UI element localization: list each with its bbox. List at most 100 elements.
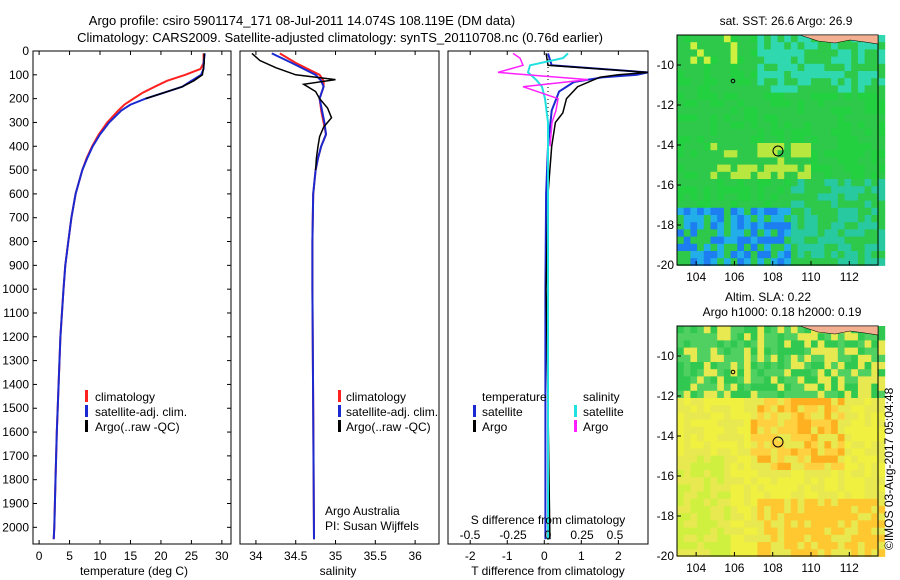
map-cell <box>837 92 845 101</box>
map-cell <box>750 426 758 435</box>
map-cell <box>797 542 805 550</box>
map-cell <box>764 99 772 108</box>
map-cell <box>837 333 845 341</box>
map-cell <box>831 42 839 50</box>
map-cell <box>797 78 805 86</box>
map-cell <box>844 398 852 406</box>
map-cell <box>750 186 758 194</box>
map-cell <box>757 236 765 245</box>
map-cell <box>857 520 866 529</box>
sla-map-frame <box>676 325 879 557</box>
map-cell <box>804 78 812 86</box>
map-cell <box>730 448 738 457</box>
map-cell <box>824 121 832 130</box>
map-cell <box>811 71 819 79</box>
map-cell <box>703 477 711 485</box>
map-cell <box>710 143 718 151</box>
map-cell <box>784 186 792 194</box>
map-cell <box>790 491 799 500</box>
map-cell <box>797 200 805 209</box>
map-cell <box>864 128 872 137</box>
map-cell <box>723 455 732 464</box>
map-cell <box>744 135 752 144</box>
map-cell <box>677 347 685 356</box>
map-cell <box>871 193 879 202</box>
map-cell <box>764 340 772 349</box>
difference-xlabel-salinity: S difference from climatology <box>471 513 626 527</box>
map-x-tick-label: 106 <box>724 270 744 284</box>
map-cell <box>757 383 765 392</box>
map-cell <box>723 207 732 216</box>
map-cell <box>804 405 812 413</box>
map-cell <box>851 92 859 101</box>
map-cell <box>790 56 799 65</box>
map-cell <box>697 215 705 223</box>
map-cell <box>750 412 758 421</box>
map-cell <box>790 326 799 334</box>
map-cell <box>703 78 711 86</box>
map-cell <box>770 200 778 209</box>
map-cell <box>764 484 772 493</box>
map-cell <box>817 78 825 86</box>
map-cell <box>784 128 792 137</box>
map-cell <box>683 135 691 144</box>
map-cell <box>851 135 859 144</box>
map-cell <box>878 63 886 72</box>
map-cell <box>717 229 725 238</box>
map-cell <box>757 128 765 137</box>
map-cell <box>710 412 718 421</box>
map-cell <box>817 121 825 130</box>
map-cell <box>710 186 718 194</box>
map-cell <box>784 434 792 442</box>
map-cell <box>871 229 879 238</box>
map-cell <box>797 441 805 449</box>
map-cell <box>777 56 785 65</box>
map-cell <box>857 513 866 521</box>
map-cell <box>864 114 872 122</box>
map-cell <box>757 157 765 166</box>
map-cell <box>750 63 758 72</box>
difference-series <box>497 52 649 540</box>
map-cell <box>730 398 738 406</box>
map-cell <box>837 376 845 385</box>
map-cell <box>764 42 772 50</box>
map-cell <box>764 243 772 252</box>
map-cell <box>878 354 886 363</box>
map-cell <box>703 340 711 349</box>
map-cell <box>864 498 872 507</box>
map-cell <box>824 398 832 406</box>
map-cell <box>864 49 872 58</box>
map-cell <box>817 215 825 223</box>
map-cell <box>690 398 698 406</box>
map-cell <box>844 78 852 86</box>
map-cell <box>710 63 718 72</box>
map-cell <box>824 362 832 370</box>
map-cell <box>811 542 819 550</box>
map-cell <box>817 419 825 428</box>
map-cell <box>677 193 685 202</box>
map-cell <box>864 441 872 449</box>
map-cell <box>710 527 718 536</box>
map-cell <box>770 99 778 108</box>
map-cell <box>790 412 799 421</box>
map-cell <box>797 222 805 230</box>
map-cell <box>717 150 725 158</box>
map-cell <box>683 462 691 471</box>
map-cell <box>878 549 886 557</box>
map-cell <box>697 56 705 65</box>
map-cell <box>697 383 705 392</box>
map-cell <box>878 128 886 137</box>
map-cell <box>837 542 845 550</box>
map-cell <box>831 99 839 108</box>
map-cell <box>824 128 832 137</box>
map-cell <box>804 549 812 557</box>
map-cell <box>857 491 866 500</box>
map-cell <box>770 128 778 137</box>
map-cell <box>683 179 691 187</box>
map-cell <box>831 441 839 449</box>
map-cell <box>790 362 799 370</box>
map-cell <box>690 383 698 392</box>
map-cell <box>811 222 819 230</box>
map-cell <box>750 251 758 259</box>
map-cell <box>717 419 725 428</box>
